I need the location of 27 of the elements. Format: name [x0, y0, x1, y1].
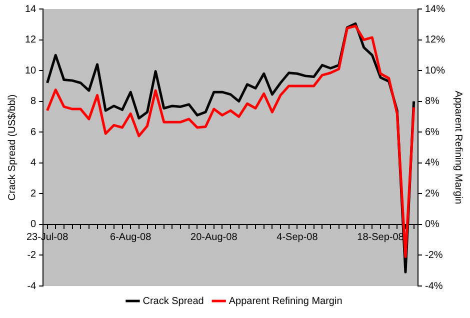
legend-label: Apparent Refining Margin — [228, 296, 342, 307]
y2-tick-label: 12% — [424, 34, 446, 46]
y-tick-label: 14 — [25, 4, 37, 15]
x-tick-label: 6-Aug-08 — [110, 232, 152, 244]
x-tick-label: 20-Aug-08 — [190, 232, 238, 244]
y-tick-label: 8 — [30, 96, 37, 108]
y2-tick-label: 2% — [424, 188, 440, 200]
y-tick-label: 4 — [30, 158, 37, 169]
y-tick-label: 0 — [30, 219, 37, 230]
y2-tick-label: 0% — [424, 219, 440, 230]
y-tick-label: 6 — [30, 126, 37, 138]
y2-tick-label: 4% — [424, 158, 440, 169]
y2-tick-label: 10% — [424, 65, 446, 76]
y2-tick-label: 8% — [424, 96, 440, 108]
y-axis-title: Crack Spread (US$/bbl) — [6, 94, 18, 201]
y-tick-label: 12 — [25, 34, 37, 46]
y-tick-label: 10 — [25, 65, 37, 76]
y2-tick-label: 6% — [424, 126, 440, 138]
y-tick-label: -4 — [27, 280, 37, 292]
y-tick-label: 2 — [30, 188, 37, 200]
y2-tick-label: -4% — [424, 280, 443, 292]
y2-tick-label: 14% — [424, 4, 446, 15]
x-tick-label: 4-Sep-08 — [276, 232, 318, 244]
y2-tick-label: -2% — [424, 250, 443, 261]
legend-label: Crack Spread — [142, 296, 204, 307]
y2-axis-title: Apparent Refining Margin — [452, 90, 464, 204]
y-tick-label: -2 — [27, 250, 37, 261]
